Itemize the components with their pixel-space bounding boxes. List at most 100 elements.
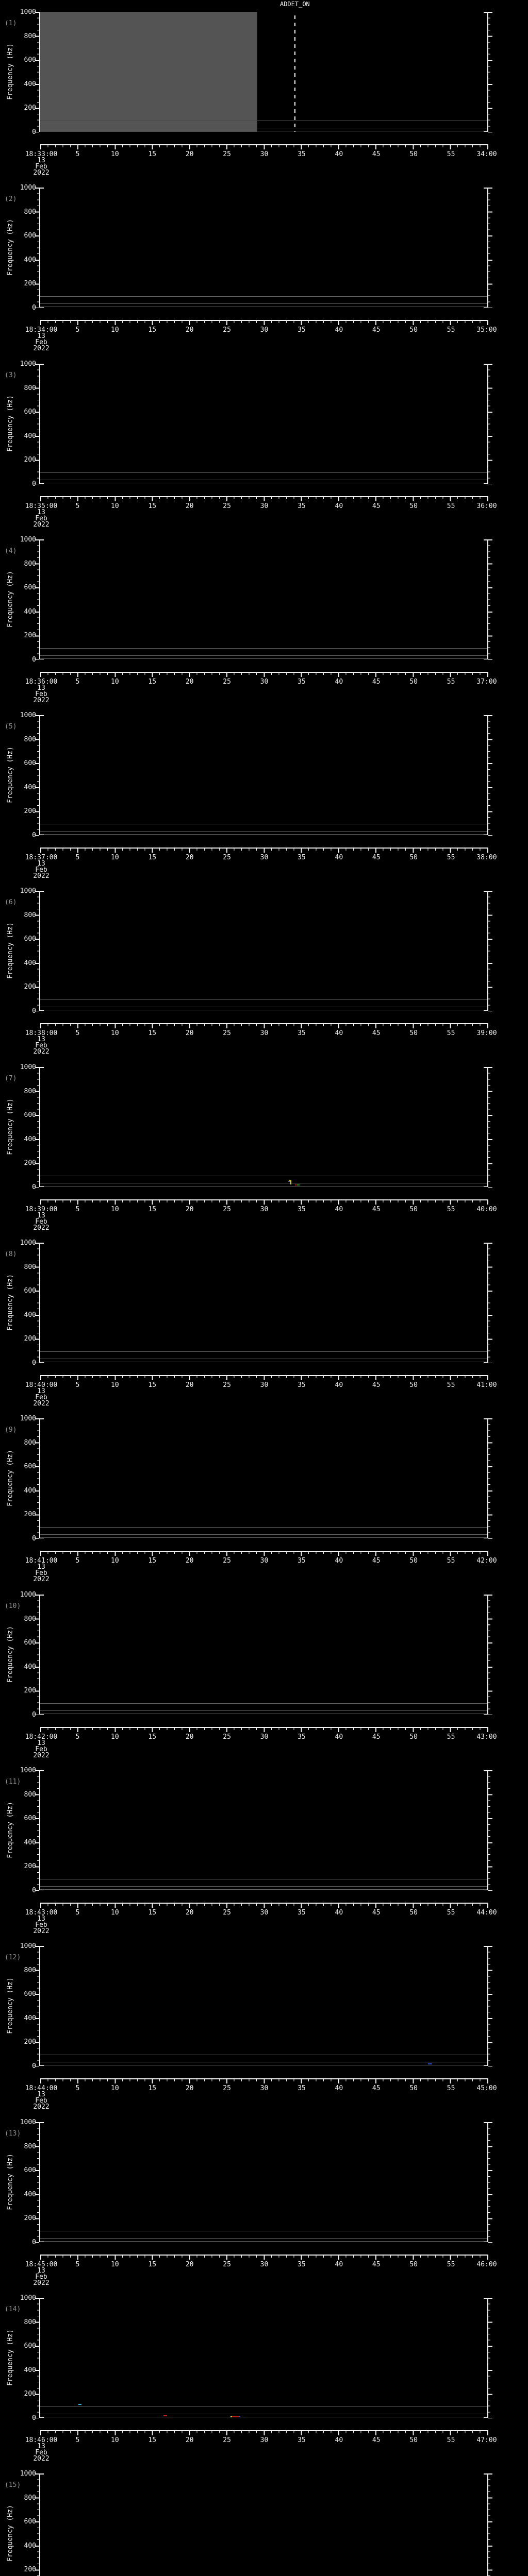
y-axis-label: Frequency (Hz) <box>6 571 14 628</box>
x-tick-label: 30 <box>260 2084 269 2092</box>
x-axis-line <box>40 848 488 849</box>
y-axis-major-ticks-left <box>35 1595 39 1715</box>
x-tick-label: 10 <box>111 1557 119 1565</box>
x-tick-label: 15 <box>148 1557 157 1565</box>
panel-index-label: (2) <box>5 195 17 203</box>
x-tick-label: 30 <box>260 678 269 686</box>
x-tick-label: 25 <box>223 1381 231 1389</box>
date-day: 13 <box>37 2443 45 2450</box>
x-tick-label: 50 <box>409 1029 418 1037</box>
date-day: 13 <box>37 509 45 516</box>
y-tick-label: 800 <box>24 1263 36 1271</box>
whistle-contour-detection <box>239 2416 241 2417</box>
noise-band-line <box>40 1186 487 1187</box>
x-tick-label: 45 <box>372 2436 381 2444</box>
x-axis-start-time: 18:45:00 <box>25 2261 58 2268</box>
x-tick-label: 25 <box>223 1909 231 1917</box>
x-tick-label: 35 <box>298 1909 306 1917</box>
x-tick-label: 5 <box>75 2261 80 2268</box>
x-tick-label: 45 <box>372 150 381 158</box>
x-tick-label: 45 <box>372 854 381 861</box>
x-tick-label: 55 <box>447 2261 455 2268</box>
date-month: Feb <box>35 515 47 522</box>
y-axis-left-spine <box>39 1067 44 1187</box>
y-tick-label: 600 <box>24 2166 36 2175</box>
y-axis-right-spine <box>484 2122 488 2242</box>
y-axis-right-spine <box>484 1770 488 1890</box>
y-axis-label: Frequency (Hz) <box>6 2154 14 2210</box>
x-tick-label: 20 <box>185 326 194 334</box>
date-year: 2022 <box>33 1575 50 1583</box>
panel-index-label: (3) <box>5 371 17 379</box>
x-axis-line <box>40 320 488 321</box>
plot-area <box>40 1595 487 1715</box>
whistle-contour-detection <box>294 1184 297 1186</box>
y-tick-label: 400 <box>24 1663 36 1671</box>
y-axis-major-ticks-right <box>488 1946 492 2066</box>
y-tick-label: 0 <box>32 1535 36 1543</box>
x-tick-label: 20 <box>185 678 194 686</box>
x-axis-major-ticks <box>40 1904 488 1908</box>
y-axis-label: Frequency (Hz) <box>6 922 14 979</box>
spectrogram-panel: (12) Frequency (Hz) 1000 800 600 400 200 0 5 1… <box>0 1934 528 2111</box>
y-tick-label: 400 <box>24 2190 36 2198</box>
x-axis-line <box>40 2078 488 2079</box>
y-axis-major-ticks-right <box>488 539 492 660</box>
x-tick-label: 20 <box>185 502 194 510</box>
x-tick-label: 25 <box>223 326 231 334</box>
y-tick-label: 600 <box>24 2342 36 2350</box>
spectrogram-panel: (13) Frequency (Hz) 1000 800 600 400 200 0 5 1… <box>0 2110 528 2287</box>
y-axis-left-spine <box>39 715 44 835</box>
x-tick-label: 40 <box>335 326 343 334</box>
spectrogram-panel: (5) Frequency (Hz) 1000 800 600 400 200 0 5 10… <box>0 703 528 880</box>
date-month: Feb <box>35 2273 47 2281</box>
x-tick-label: 35 <box>298 854 306 861</box>
x-axis-start-time: 18:42:00 <box>25 1733 58 1741</box>
y-tick-label: 1000 <box>20 1415 36 1422</box>
date-month: Feb <box>35 338 47 346</box>
x-tick-label: 5 <box>75 854 80 861</box>
y-tick-label: 400 <box>24 432 36 440</box>
y-axis-major-ticks-left <box>35 1770 39 1891</box>
y-tick-label: 800 <box>24 1790 36 1799</box>
x-tick-label: 50 <box>409 326 418 334</box>
y-axis-left-spine <box>39 1770 44 1890</box>
x-tick-label: 50 <box>409 1909 418 1917</box>
date-month: Feb <box>35 690 47 698</box>
y-axis-right-spine <box>484 188 488 308</box>
y-axis-major-ticks-left <box>35 1067 39 1188</box>
y-tick-label: 200 <box>24 2214 36 2223</box>
y-tick-label: 800 <box>24 384 36 392</box>
x-tick-label: 40 <box>335 1909 343 1917</box>
x-tick-label: 25 <box>223 2436 231 2444</box>
y-tick-label: 1000 <box>20 2470 36 2478</box>
y-tick-label: 1000 <box>20 711 36 719</box>
x-axis-start-time: 18:39:00 <box>25 1206 58 1213</box>
y-tick-label: 200 <box>24 2038 36 2046</box>
x-tick-label: 25 <box>223 854 231 861</box>
x-axis-end-time: 44:00 <box>476 1909 497 1917</box>
x-tick-label: 30 <box>260 1909 269 1917</box>
y-tick-label: 600 <box>24 935 36 943</box>
x-tick-label: 5 <box>75 502 80 510</box>
y-tick-label: 1000 <box>20 1239 36 1247</box>
x-axis-line <box>40 1551 488 1552</box>
x-axis-start-time: 18:43:00 <box>25 1909 58 1917</box>
x-tick-label: 40 <box>335 2261 343 2268</box>
y-axis-major-ticks-right <box>488 188 492 308</box>
spectrogram-panel: (4) Frequency (Hz) 1000 800 600 400 200 0 5 10… <box>0 528 528 704</box>
plot-area <box>40 188 487 308</box>
x-tick-label: 55 <box>447 1029 455 1037</box>
y-tick-label: 400 <box>24 607 36 616</box>
date-day: 13 <box>37 157 45 164</box>
date-day: 13 <box>37 2091 45 2098</box>
x-tick-label: 50 <box>409 678 418 686</box>
x-tick-label: 40 <box>335 2084 343 2092</box>
x-tick-label: 35 <box>298 2261 306 2268</box>
y-tick-label: 800 <box>24 2494 36 2502</box>
y-axis-right-spine <box>484 2298 488 2418</box>
plot-area <box>40 1946 487 2066</box>
x-tick-label: 30 <box>260 1381 269 1389</box>
x-axis-line <box>40 2430 488 2431</box>
x-tick-label: 45 <box>372 326 381 334</box>
